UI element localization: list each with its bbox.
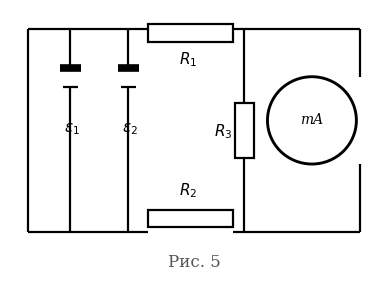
Bar xyxy=(235,104,254,158)
Text: $\varepsilon_1$: $\varepsilon_1$ xyxy=(64,121,80,137)
Bar xyxy=(147,24,233,42)
Text: Рис. 5: Рис. 5 xyxy=(168,254,220,271)
Ellipse shape xyxy=(267,77,356,164)
Text: $R_1$: $R_1$ xyxy=(179,50,197,69)
Text: $R_2$: $R_2$ xyxy=(179,181,197,200)
Text: $R_3$: $R_3$ xyxy=(214,122,232,141)
Text: mA: mA xyxy=(300,113,324,127)
Text: $\varepsilon_2$: $\varepsilon_2$ xyxy=(122,121,138,137)
Bar xyxy=(147,210,233,228)
